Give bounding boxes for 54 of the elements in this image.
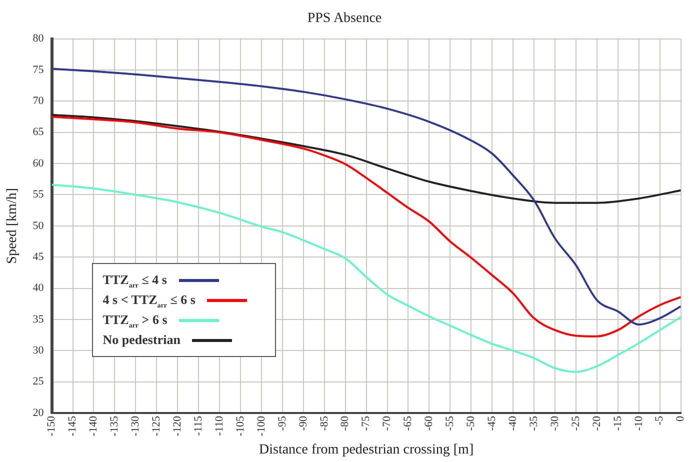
x-tick-label: -90: [297, 416, 310, 431]
x-tick-label: -20: [590, 416, 603, 431]
x-axis-title: Distance from pedestrian crossing [m]: [258, 442, 474, 458]
x-tick-label: -40: [506, 416, 519, 431]
x-tick-label: -25: [570, 416, 582, 431]
x-tick-label: -100: [255, 416, 268, 436]
x-tick-label: -135: [108, 416, 121, 436]
x-tick-label: -55: [444, 416, 456, 431]
x-tick-label: -65: [402, 416, 414, 431]
x-tick-label: -10: [632, 416, 645, 431]
legend-label: TTZ$_{arr}$ > 6 s: [102, 312, 168, 330]
x-tick-label: -85: [318, 416, 330, 431]
x-tick-label: -70: [381, 416, 394, 431]
y-axis-title: Speed [km/h]: [5, 188, 20, 264]
legend-label: No pedestrian: [102, 332, 180, 348]
y-tick-label: 40: [32, 282, 44, 294]
x-tick-label: -60: [423, 416, 436, 431]
x-tick-label: -30: [548, 416, 561, 431]
legend-label: TTZ$_{arr}$ ≤ 4 s: [102, 272, 167, 290]
legend-label: 4 s < TTZ$_{arr}$ ≤ 6 s: [102, 292, 196, 310]
y-tick-label: 50: [32, 220, 44, 232]
x-tick-label: -140: [88, 416, 100, 436]
x-tick-label: -5: [654, 416, 666, 426]
y-tick-label: 55: [32, 188, 44, 201]
x-tick-label: -80: [339, 416, 352, 431]
x-tick-label: -105: [234, 416, 246, 436]
y-tick-label: 60: [32, 157, 44, 170]
x-tick-label: -95: [276, 416, 288, 431]
x-tick-label: -15: [612, 416, 624, 431]
x-tick-label: -115: [192, 416, 204, 436]
chart-title: PPS Absence: [307, 11, 382, 26]
y-tick-label: 45: [32, 250, 44, 263]
x-tick-label: -110: [213, 416, 226, 436]
y-tick-label: 75: [32, 64, 44, 76]
x-tick-label: -145: [66, 416, 79, 436]
line-series: [52, 184, 681, 373]
x-tick-label: -45: [486, 416, 498, 431]
x-tick-label: -75: [360, 416, 372, 431]
y-tick-label: 25: [32, 376, 44, 388]
x-tick-label: -120: [171, 416, 184, 436]
y-tick-label: 70: [32, 95, 44, 108]
x-tick-label: -125: [150, 416, 163, 436]
y-tick-label: 20: [32, 406, 44, 419]
x-tick-label: -35: [528, 416, 540, 431]
x-tick-label: -130: [130, 416, 142, 436]
x-tick-label: 0: [674, 416, 687, 422]
line-series: [52, 68, 681, 326]
y-tick-label: 65: [32, 126, 44, 138]
y-tick-label: 30: [32, 344, 44, 357]
x-tick-label: -150: [46, 416, 58, 436]
y-tick-label: 80: [32, 32, 44, 45]
x-tick-label: -50: [465, 416, 478, 431]
line-series: [52, 114, 681, 204]
y-tick-label: 35: [32, 313, 44, 326]
